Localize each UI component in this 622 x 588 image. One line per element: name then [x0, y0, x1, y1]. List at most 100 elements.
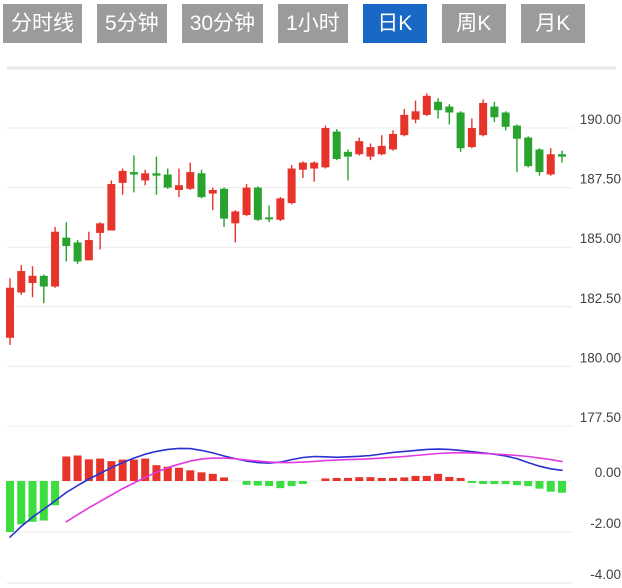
candle-body — [96, 223, 105, 233]
macd-histogram-bar — [343, 477, 352, 481]
price-axis-label: 177.50 — [580, 410, 621, 425]
macd-histogram-bar — [490, 481, 499, 485]
interval-tabbar: 分时线 5分钟 30分钟 1小时 日K 周K 月K — [3, 4, 585, 43]
candle-body — [253, 187, 262, 220]
macd-line-dif — [9, 447, 563, 538]
candle-body — [220, 188, 229, 219]
candle-body — [557, 154, 566, 157]
candle-body — [51, 231, 60, 287]
macd-histogram-bar — [208, 473, 217, 481]
macd-histogram-bar — [253, 481, 262, 486]
macd-histogram-bar — [51, 481, 60, 506]
candle-body — [141, 173, 150, 181]
macd-histogram-bar — [332, 477, 341, 481]
macd-histogram-bar — [557, 481, 566, 493]
candle-body — [535, 149, 544, 173]
tab-interval-1[interactable]: 5分钟 — [97, 4, 167, 43]
candle-body — [197, 173, 206, 198]
candle-body — [332, 131, 341, 159]
candle-body — [242, 187, 251, 216]
macd-histogram-bar — [501, 481, 510, 485]
macd-histogram-bar — [298, 481, 307, 485]
macd-histogram-bar — [186, 470, 195, 481]
macd-histogram-bar — [118, 459, 127, 481]
macd-histogram-bar — [445, 476, 454, 481]
candle-body — [445, 106, 454, 113]
candle-body — [265, 217, 274, 220]
macd-histogram-bar — [456, 477, 465, 481]
macd-histogram-bar — [467, 481, 476, 484]
candle-body — [118, 170, 127, 183]
tab-interval-4[interactable]: 日K — [362, 4, 427, 43]
candle-body — [400, 114, 409, 136]
macd-histogram-bar — [355, 477, 364, 481]
candle-body — [546, 154, 555, 175]
candle-body — [355, 141, 364, 155]
macd-histogram-bar — [62, 456, 71, 481]
macd-histogram-bar — [84, 459, 93, 481]
candle-body — [422, 95, 431, 115]
macd-histogram-bar — [287, 481, 296, 487]
candle-body — [389, 133, 398, 150]
candle-body — [276, 198, 285, 220]
candle-body — [17, 271, 26, 293]
candle-body — [524, 137, 533, 167]
candle-body — [321, 128, 330, 168]
candle-body — [512, 125, 521, 139]
tab-interval-5[interactable]: 周K — [441, 4, 506, 43]
candle-body — [366, 147, 375, 157]
candle-body — [231, 211, 240, 224]
macd-line-dea — [65, 451, 563, 523]
tab-interval-2[interactable]: 30分钟 — [181, 4, 264, 43]
macd-histogram-bar — [220, 477, 229, 481]
macd-histogram-bar — [377, 477, 386, 481]
price-axis-label: 187.50 — [580, 172, 621, 187]
candle-body — [186, 172, 195, 189]
macd-axis-label: -4.00 — [590, 567, 621, 582]
candle-body — [467, 128, 476, 148]
tab-interval-0[interactable]: 分时线 — [3, 4, 82, 43]
candle-body — [163, 174, 172, 188]
macd-histogram-bar — [107, 461, 116, 481]
macd-histogram-bar — [400, 477, 409, 481]
macd-axis-label: 0.00 — [595, 465, 621, 480]
candle-body — [434, 101, 443, 111]
candle-body — [343, 151, 352, 157]
macd-histogram-bar — [276, 481, 285, 489]
macd-histogram-bar — [535, 481, 544, 489]
candle-body — [62, 237, 71, 247]
candle-body — [456, 112, 465, 149]
candle-body — [107, 184, 116, 231]
candle-body — [287, 168, 296, 204]
candle-body — [208, 189, 217, 194]
macd-histogram-bar — [524, 481, 533, 487]
candle-body — [298, 162, 307, 170]
candle-body — [39, 275, 48, 287]
candle-body — [6, 287, 14, 338]
macd-histogram-bar — [17, 481, 26, 525]
macd-histogram-bar — [512, 481, 521, 486]
candle-body — [501, 112, 510, 127]
candle-body — [152, 173, 161, 176]
macd-histogram-bar — [366, 477, 375, 481]
tab-interval-6[interactable]: 月K — [520, 4, 585, 43]
macd-histogram-bar — [6, 481, 14, 532]
price-axis-label: 182.50 — [580, 291, 621, 306]
price-axis-label: 190.00 — [580, 112, 621, 127]
macd-histogram-bar — [265, 481, 274, 487]
macd-histogram-bar — [242, 481, 251, 485]
candle-body — [28, 275, 37, 283]
candle-body — [73, 242, 82, 262]
price-axis-label: 180.00 — [580, 350, 621, 365]
tab-interval-3[interactable]: 1小时 — [278, 4, 348, 43]
candle-body — [84, 240, 93, 261]
candle-body — [479, 102, 488, 136]
macd-histogram-bar — [434, 473, 443, 481]
candle-body — [490, 106, 499, 118]
macd-histogram-bar — [411, 475, 420, 481]
macd-histogram-bar — [73, 455, 82, 481]
candle-body — [377, 145, 386, 155]
macd-histogram-bar — [479, 481, 488, 485]
